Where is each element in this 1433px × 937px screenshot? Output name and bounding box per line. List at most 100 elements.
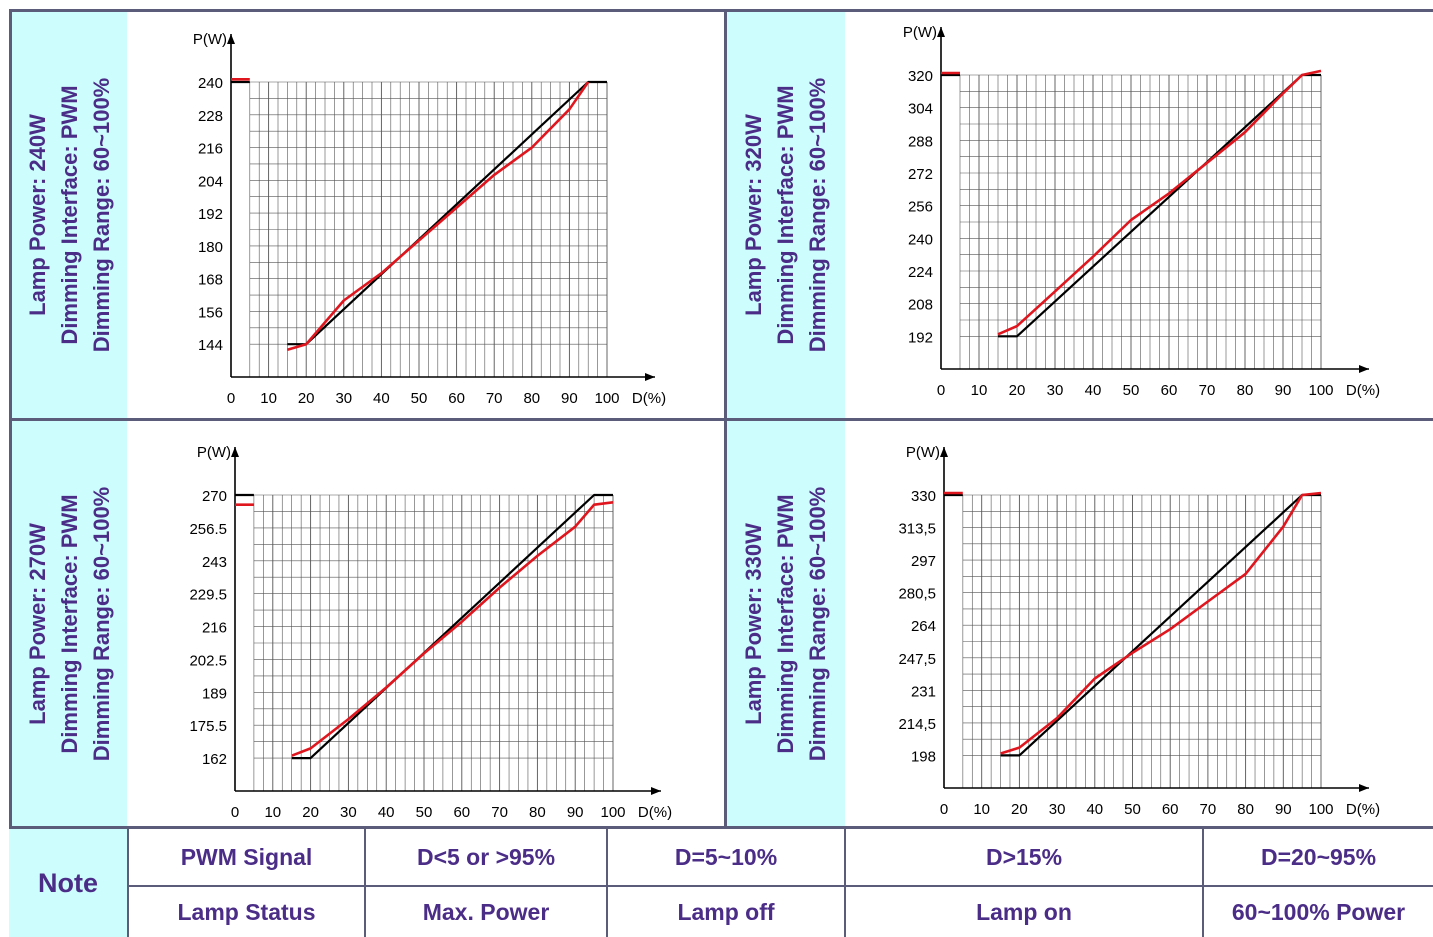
x-tick-label: 30 [340, 804, 357, 821]
x-tick-label: 80 [529, 804, 546, 821]
y-tick-label: 240 [198, 75, 223, 92]
x-tick-label: 60 [1161, 382, 1178, 399]
x-tick-label: 0 [940, 801, 948, 818]
x-tick-label: 40 [373, 390, 390, 407]
chart-330w: P(W) D(%) 0 10 20 30 40 50 60 70 80 90 100 198 214,5 23… [898, 444, 1380, 818]
y-tick-label: 288 [908, 133, 933, 150]
y-tick-label: 216 [198, 141, 223, 158]
note-value-lamp-on: Lamp on [976, 898, 1072, 925]
y-tick-label: 330 [911, 488, 936, 505]
y-tick-label: 204 [198, 173, 223, 190]
y-tick-label: 247,5 [898, 651, 936, 668]
note-header-off-range: D=5~10% [674, 843, 778, 870]
x-tick-label: 0 [227, 390, 235, 407]
note-header-dim-range: D=20~95% [1260, 843, 1377, 870]
panel-1-side: Lamp Power: 320W Dimming Interface: PWM … [727, 12, 845, 418]
x-tick-label: 60 [448, 390, 465, 407]
note-value-lamp-status: Lamp Status [177, 898, 316, 925]
panel-3-side: Lamp Power: 330W Dimming Interface: PWM … [727, 421, 845, 826]
y-axis-arrow [231, 447, 239, 457]
frame-mid-horizontal [9, 418, 1433, 421]
x-tick-label: 80 [1237, 801, 1254, 818]
panel-1-range: Dimming Range: 60~100% [805, 77, 830, 353]
series-line [287, 80, 607, 346]
x-axis-arrow [1359, 784, 1369, 792]
x-tick-label: 80 [523, 390, 540, 407]
x-axis-arrow [1359, 365, 1369, 373]
y-tick-label: 198 [911, 748, 936, 765]
panel-3-lamp-power: Lamp Power: 330W [741, 522, 766, 725]
y-tick-label: 216 [202, 620, 227, 637]
y-tick-label: 272 [908, 166, 933, 183]
y-axis-title: P(W) [903, 24, 937, 41]
x-tick-label: 30 [1047, 382, 1064, 399]
note-value-max-power: Max. Power [422, 898, 550, 925]
series-line [291, 493, 613, 760]
x-tick-label: 20 [298, 390, 315, 407]
y-tick-label: 189 [202, 685, 227, 702]
panel-2-range: Dimming Range: 60~100% [88, 486, 114, 761]
y-tick-label: 202.5 [189, 652, 227, 669]
x-axis-title: D(%) [1346, 801, 1380, 818]
x-tick-label: 80 [1237, 382, 1254, 399]
y-tick-label: 297 [911, 553, 936, 570]
x-tick-label: 30 [335, 390, 352, 407]
x-tick-label: 100 [1308, 382, 1333, 399]
y-tick-label: 229.5 [189, 587, 227, 604]
note-vline-1 [364, 829, 366, 937]
x-axis-title: D(%) [638, 804, 672, 821]
panel-3-range: Dimming Range: 60~100% [805, 486, 830, 761]
note-header-pwm-signal: PWM Signal [180, 843, 313, 870]
panel-0-spec: Lamp Power: 240W Dimming Interface: PWM … [22, 78, 118, 352]
y-axis-arrow [940, 447, 948, 457]
x-tick-label: 90 [567, 804, 584, 821]
x-tick-label: 100 [1308, 801, 1333, 818]
panel-3-interface: Dimming Interface: PWM [773, 493, 798, 754]
y-axis-arrow [937, 27, 945, 37]
panel-0-side: Lamp Power: 240W Dimming Interface: PWM … [12, 12, 127, 418]
panel-1-interface: Dimming Interface: PWM [773, 85, 798, 345]
x-tick-label: 50 [1123, 382, 1140, 399]
y-tick-label: 208 [908, 297, 933, 314]
frame-top [9, 9, 1433, 12]
y-tick-label: 280,5 [898, 586, 936, 603]
note-vline-0 [127, 829, 129, 937]
panel-2-lamp-power: Lamp Power: 270W [24, 522, 50, 725]
series-line [1000, 491, 1322, 755]
note-hline [127, 885, 1433, 887]
panel-3-spec: Lamp Power: 330W Dimming Interface: PWM … [738, 486, 834, 760]
y-tick-label: 228 [198, 108, 223, 125]
panel-0-lamp-power: Lamp Power: 240W [24, 114, 50, 316]
x-axis-title: D(%) [632, 390, 666, 407]
x-tick-label: 90 [561, 390, 578, 407]
x-axis-title: D(%) [1346, 382, 1380, 399]
y-tick-label: 313,5 [898, 521, 936, 538]
x-tick-label: 70 [1199, 382, 1216, 399]
x-tick-label: 0 [231, 804, 239, 821]
y-tick-label: 180 [198, 239, 223, 256]
x-tick-label: 50 [416, 804, 433, 821]
y-tick-label: 256 [908, 199, 933, 216]
y-tick-label: 168 [198, 272, 223, 289]
y-axis-title: P(W) [193, 31, 227, 48]
y-axis-arrow [227, 34, 235, 44]
panel-2-interface: Dimming Interface: PWM [56, 493, 82, 754]
x-tick-label: 50 [1124, 801, 1141, 818]
y-axis-title: P(W) [906, 444, 940, 461]
note-vline-3 [844, 829, 846, 937]
x-tick-label: 70 [491, 804, 508, 821]
x-tick-label: 40 [378, 804, 395, 821]
x-tick-label: 20 [1009, 382, 1026, 399]
panel-1-lamp-power: Lamp Power: 320W [741, 114, 766, 316]
x-tick-label: 10 [971, 382, 988, 399]
x-tick-label: 20 [1011, 801, 1028, 818]
y-tick-label: 256.5 [189, 521, 227, 538]
x-tick-label: 40 [1086, 801, 1103, 818]
y-tick-label: 240 [908, 231, 933, 248]
note-vline-2 [606, 829, 608, 937]
note-header-max-range: D<5 or >95% [416, 843, 556, 870]
y-tick-label: 320 [908, 68, 933, 85]
y-tick-label: 162 [202, 751, 227, 768]
y-axis-title: P(W) [197, 444, 231, 461]
grid [249, 81, 608, 377]
